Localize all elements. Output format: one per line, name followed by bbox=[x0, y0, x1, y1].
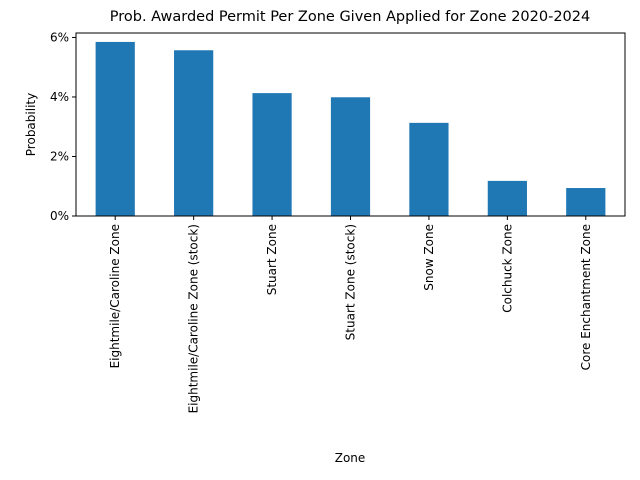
x-tick-label: Stuart Zone bbox=[265, 224, 279, 295]
bar bbox=[487, 180, 527, 216]
bar bbox=[252, 93, 292, 216]
x-tick-label: Snow Zone bbox=[422, 224, 436, 291]
x-tick-label: Stuart Zone (stock) bbox=[344, 224, 358, 340]
y-tick-label: 2% bbox=[50, 149, 69, 163]
plot-frame bbox=[75, 32, 626, 217]
x-tick-label: Eightmile/Caroline Zone bbox=[108, 224, 122, 368]
bar bbox=[566, 188, 606, 216]
bar bbox=[95, 41, 135, 217]
x-tick-label: Core Enchantment Zone bbox=[579, 224, 593, 370]
bar bbox=[330, 97, 371, 216]
chart-title: Prob. Awarded Permit Per Zone Given Appl… bbox=[110, 9, 590, 25]
y-tick-label: 4% bbox=[50, 90, 69, 104]
bars-group bbox=[95, 41, 606, 217]
bar bbox=[409, 122, 449, 216]
y-tick-label: 0% bbox=[50, 209, 69, 223]
bar bbox=[174, 50, 214, 217]
x-tick-label: Eightmile/Caroline Zone (stock) bbox=[187, 224, 201, 413]
x-axis: Eightmile/Caroline Zone Eightmile/Carolin… bbox=[108, 216, 593, 413]
y-tick-label: 6% bbox=[50, 30, 69, 44]
y-axis: 0% 2% 4% 6% bbox=[50, 30, 76, 223]
x-tick-label: Colchuck Zone bbox=[500, 224, 514, 313]
y-axis-label: Probability bbox=[24, 93, 38, 156]
x-axis-label: Zone bbox=[335, 451, 366, 465]
